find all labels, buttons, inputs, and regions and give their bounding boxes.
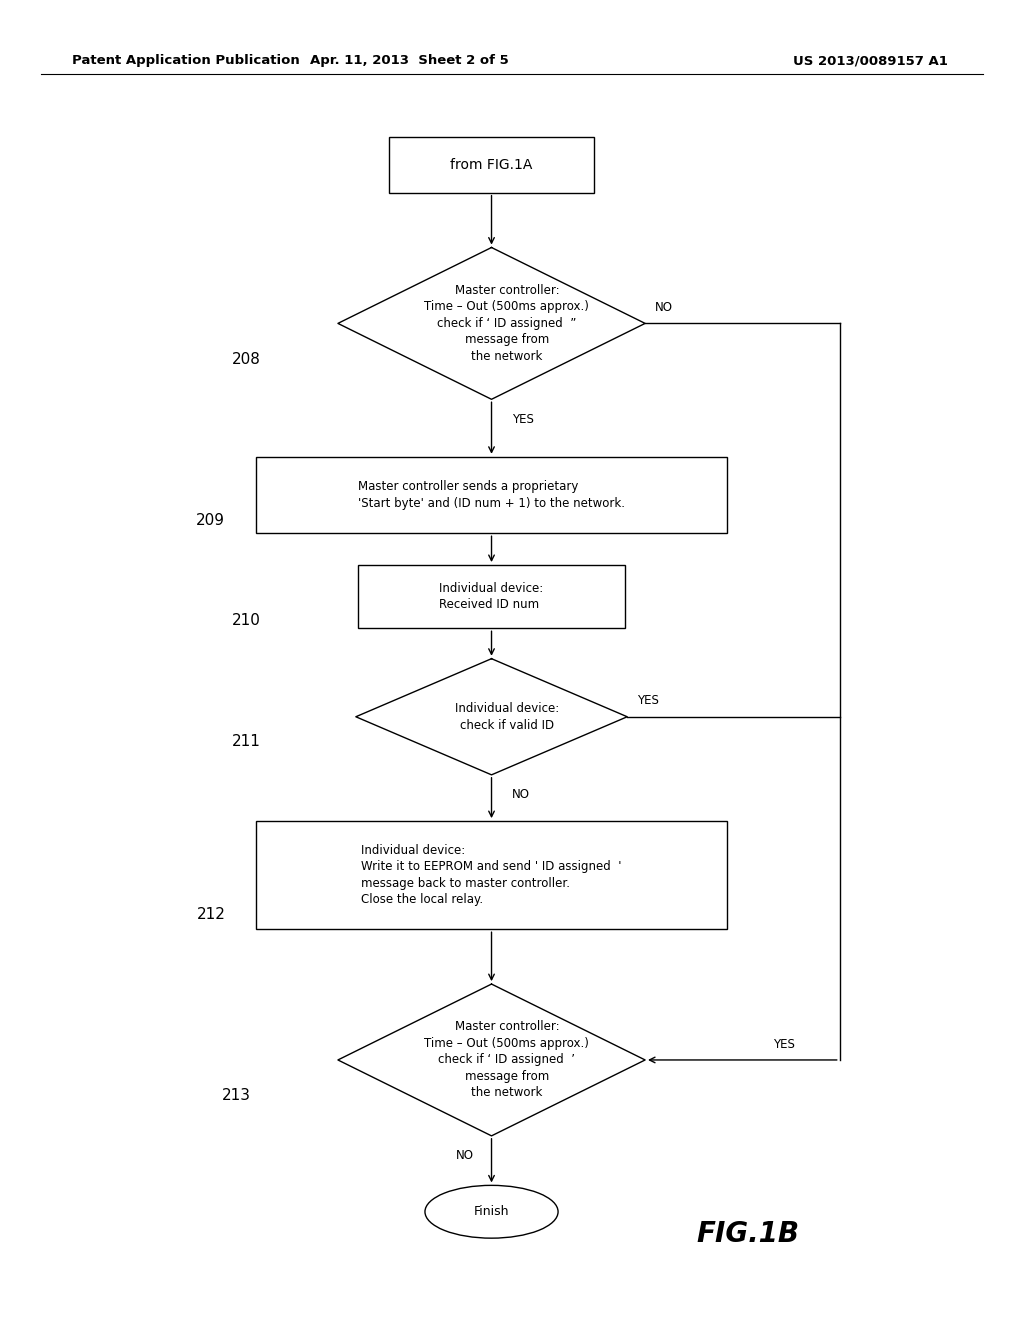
Text: Apr. 11, 2013  Sheet 2 of 5: Apr. 11, 2013 Sheet 2 of 5 [310,54,509,67]
FancyBboxPatch shape [389,137,594,193]
FancyBboxPatch shape [256,821,727,929]
Text: NO: NO [456,1150,474,1162]
FancyBboxPatch shape [358,565,625,628]
Text: 209: 209 [197,512,225,528]
Polygon shape [338,985,645,1135]
Text: Patent Application Publication: Patent Application Publication [72,54,299,67]
Text: from FIG.1A: from FIG.1A [451,158,532,172]
Polygon shape [338,248,645,399]
Text: 212: 212 [197,907,225,923]
Text: 213: 213 [222,1088,251,1104]
Text: Individual device:
Write it to EEPROM and send ' ID assigned  '
message back to : Individual device: Write it to EEPROM an… [361,843,622,907]
Text: Master controller sends a proprietary
'Start byte' and (ID num + 1) to the netwo: Master controller sends a proprietary 'S… [358,480,625,510]
Text: Individual device:
Received ID num: Individual device: Received ID num [439,582,544,611]
Text: 208: 208 [232,351,261,367]
FancyBboxPatch shape [256,457,727,533]
Text: Individual device:
check if valid ID: Individual device: check if valid ID [455,702,559,731]
Text: YES: YES [773,1038,795,1051]
Text: 211: 211 [232,734,261,750]
Text: YES: YES [512,413,534,425]
Ellipse shape [425,1185,558,1238]
Text: 210: 210 [232,612,261,628]
Text: FIG.1B: FIG.1B [696,1220,799,1249]
Text: YES: YES [637,694,659,708]
Text: US 2013/0089157 A1: US 2013/0089157 A1 [793,54,948,67]
Polygon shape [356,659,627,775]
Text: Finish: Finish [474,1205,509,1218]
Text: Master controller:
Time – Out (500ms approx.)
check if ‘ ID assigned  ”
message : Master controller: Time – Out (500ms app… [424,284,590,363]
Text: Master controller:
Time – Out (500ms approx.)
check if ‘ ID assigned  ’
message : Master controller: Time – Out (500ms app… [424,1020,590,1100]
Text: NO: NO [655,301,674,314]
Text: NO: NO [512,788,530,801]
